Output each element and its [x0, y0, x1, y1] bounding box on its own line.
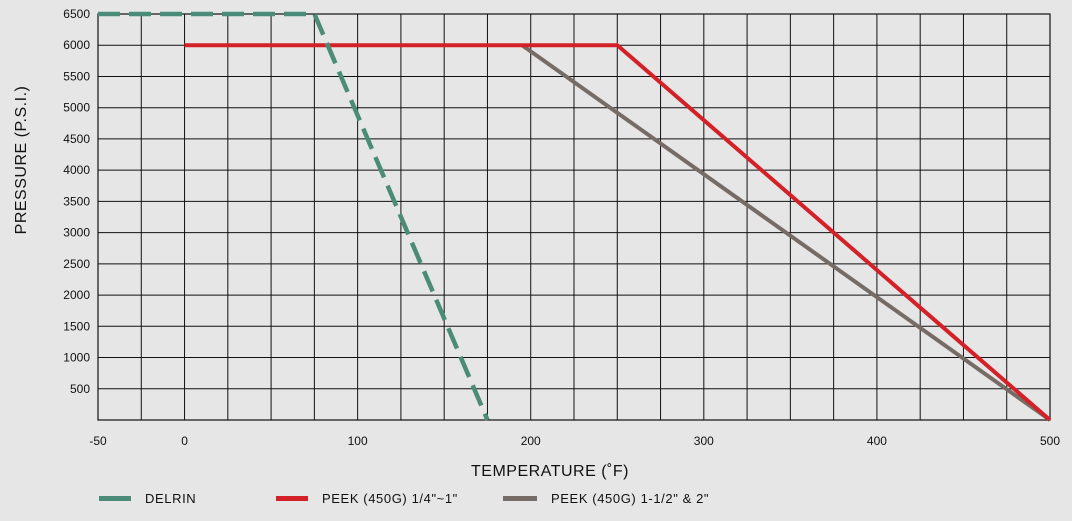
y-tick-label: 1000 — [63, 351, 90, 365]
legend-label-delrin: DELRIN — [145, 490, 197, 506]
y-tick-labels: 500 1000 1500 2000 2500 3000 3500 4000 4500 5000 5… — [63, 7, 90, 396]
y-tick-label: 6500 — [63, 7, 90, 21]
legend-swatch-peek-small — [276, 495, 308, 501]
x-axis-title: TEMPERATURE (˚F) — [471, 463, 629, 480]
x-tick-label: 300 — [694, 434, 714, 448]
x-tick-label: 500 — [1040, 434, 1060, 448]
x-tick-label: -50 — [89, 434, 107, 448]
legend-label-peek-large: PEEK (450G) 1-1/2" & 2" — [551, 490, 710, 506]
x-tick-labels: -50 0 100 200 300 400 500 — [89, 434, 1060, 448]
x-tick-label: 0 — [181, 434, 188, 448]
legend-item-peek-large: PEEK (450G) 1-1/2" & 2" — [503, 486, 709, 510]
y-tick-label: 3000 — [63, 226, 90, 240]
legend-item-delrin: DELRIN — [99, 486, 196, 510]
y-tick-label: 3500 — [63, 194, 90, 208]
chart-grid — [97, 13, 1051, 421]
series-line-0 — [98, 11, 490, 421]
x-tick-label: 200 — [521, 434, 541, 448]
y-axis-title: PRESSURE (P.S.I.) — [13, 86, 30, 235]
y-tick-label: 6000 — [63, 38, 90, 52]
y-tick-label: 4000 — [63, 163, 90, 177]
legend-swatch-delrin — [99, 495, 131, 501]
chart-series — [98, 11, 1052, 422]
legend-swatch-peek-large — [503, 495, 537, 501]
legend-item-peek-small: PEEK (450G) 1/4"~1" — [276, 486, 458, 510]
chart: 5001000150020002500300035004000450050005… — [13, 7, 1060, 480]
y-tick-label: 5000 — [63, 101, 90, 115]
x-tick-label: 100 — [348, 434, 368, 448]
x-tick-label: 400 — [867, 434, 887, 448]
y-tick-label: 500 — [70, 382, 90, 396]
y-tick-label: 1500 — [63, 319, 90, 333]
y-tick-label: 2500 — [63, 257, 90, 271]
y-tick-label: 4500 — [63, 132, 90, 146]
y-tick-label: 5500 — [63, 69, 90, 83]
chart-legend: DELRIN PEEK (450G) 1/4"~1" PEEK (450G) 1… — [0, 486, 1072, 510]
series-line-2 — [520, 43, 1052, 422]
y-tick-label: 2000 — [63, 288, 90, 302]
legend-label-peek-small: PEEK (450G) 1/4"~1" — [322, 490, 458, 506]
